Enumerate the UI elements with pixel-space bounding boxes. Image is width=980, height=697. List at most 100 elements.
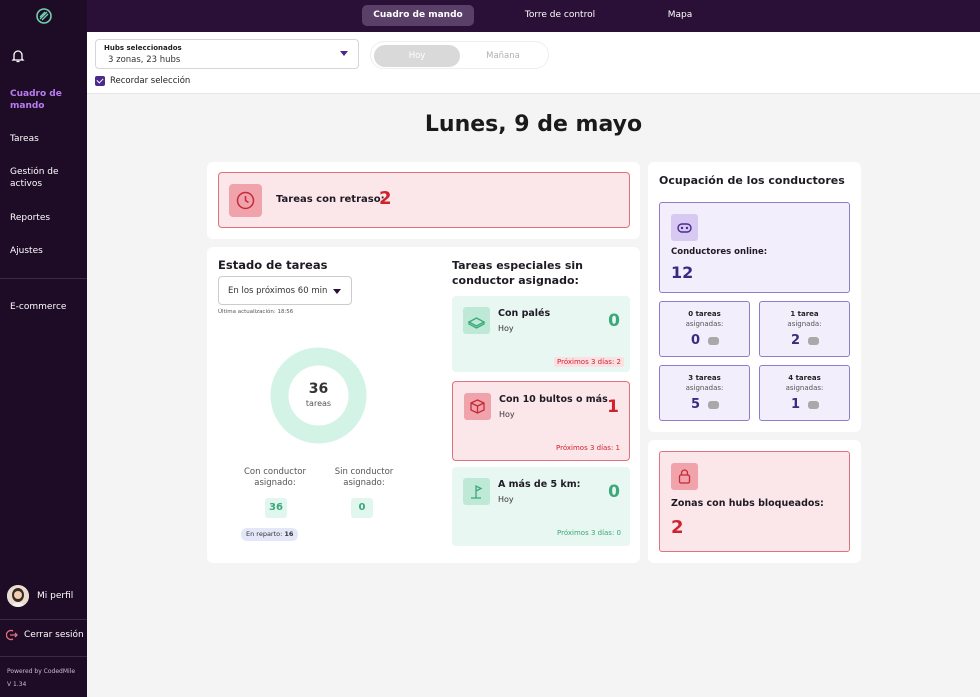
special-task-name: Con palés xyxy=(498,308,551,319)
breakdown-title: 0 tareas xyxy=(688,310,721,318)
breakdown-title: 3 tareas xyxy=(688,374,721,382)
tasks-donut xyxy=(270,347,367,444)
day-toggle: Hoy Mañana xyxy=(370,41,549,69)
sidebar-item-tasks[interactable]: Tareas xyxy=(10,134,39,144)
delayed-tasks-alert[interactable]: Tareas con retraso: 2 xyxy=(218,172,630,228)
time-range-select[interactable]: En los próximos 60 min xyxy=(218,276,352,305)
hubs-select-label: Hubs seleccionados xyxy=(104,44,182,52)
drivers-breakdown-1[interactable]: 1 tarea asignada: 2 xyxy=(759,301,850,357)
route-icon xyxy=(463,478,490,505)
special-task-value: 0 xyxy=(608,311,620,331)
drivers-title: Ocupación de los conductores xyxy=(659,174,845,187)
without-driver-label: Sin conductor asignado: xyxy=(334,467,394,488)
special-tasks-title: Tareas especiales sin conductor asignado… xyxy=(452,259,584,287)
drivers-breakdown-3[interactable]: 4 tareas asignadas: 1 xyxy=(759,365,850,421)
tab-dashboard[interactable]: Cuadro de mando xyxy=(362,5,474,26)
special-task-value: 0 xyxy=(608,482,620,502)
remember-selection[interactable]: Recordar selección xyxy=(95,76,190,86)
breakdown-title: 1 tarea xyxy=(790,310,819,318)
driver-icon xyxy=(708,401,719,409)
donut-label: tareas xyxy=(305,399,332,408)
sidebar-divider xyxy=(0,619,87,620)
drivers-online-label: Conductores online: xyxy=(671,247,768,257)
blocked-hubs-value: 2 xyxy=(671,517,684,538)
delayed-value: 2 xyxy=(379,188,392,209)
special-task-distance[interactable]: A más de 5 km: Hoy 0 Próximos 3 días: 0 xyxy=(452,467,630,546)
bell-icon[interactable] xyxy=(10,48,26,64)
special-task-packages[interactable]: Con 10 bultos o más Hoy 1 Próximos 3 día… xyxy=(452,381,630,461)
logout-label: Cerrar sesión xyxy=(24,630,84,640)
app-version: V 1.34 xyxy=(7,681,27,688)
tab-control-tower[interactable]: Torre de control xyxy=(524,10,596,20)
powered-by: Powered by CodedMile xyxy=(7,668,76,675)
special-task-day: Hoy xyxy=(498,495,514,504)
hubs-select[interactable]: Hubs seleccionados 3 zonas, 23 hubs xyxy=(95,39,359,69)
breakdown-title: 4 tareas xyxy=(788,374,821,382)
special-task-name: Con 10 bultos o más xyxy=(499,394,608,405)
drivers-breakdown-2[interactable]: 3 tareas asignadas: 5 xyxy=(659,365,750,421)
hubs-select-value: 3 zonas, 23 hubs xyxy=(108,55,181,65)
sidebar: Cuadro de mando Tareas Gestión de activo… xyxy=(0,0,87,697)
filter-bar: Hubs seleccionados 3 zonas, 23 hubs Hoy … xyxy=(87,32,980,94)
special-task-pallets[interactable]: Con palés Hoy 0 Próximos 3 días: 2 xyxy=(452,296,630,372)
driver-icon xyxy=(708,337,719,345)
sidebar-item-dashboard[interactable]: Cuadro de mando xyxy=(10,89,62,111)
drivers-breakdown-0[interactable]: 0 tareas asignadas: 0 xyxy=(659,301,750,357)
pallet-icon xyxy=(463,307,490,334)
logout-button[interactable]: Cerrar sesión xyxy=(6,629,84,641)
tab-map[interactable]: Mapa xyxy=(667,10,693,20)
drivers-online-value: 12 xyxy=(671,263,694,282)
lock-icon xyxy=(671,463,698,490)
donut-total: 36 xyxy=(308,381,329,397)
breakdown-subtitle: asignada: xyxy=(787,320,822,328)
special-task-day: Hoy xyxy=(499,410,515,419)
avatar xyxy=(7,585,29,607)
page-title: Lunes, 9 de mayo xyxy=(424,112,643,137)
special-task-day: Hoy xyxy=(498,324,514,333)
breakdown-subtitle: asignadas: xyxy=(785,384,824,392)
sidebar-item-reports[interactable]: Reportes xyxy=(10,213,51,223)
logout-icon xyxy=(6,629,18,641)
driver-icon xyxy=(808,337,819,345)
special-task-value: 1 xyxy=(607,397,619,417)
steering-wheel-icon xyxy=(671,214,698,241)
breakdown-value: 0 xyxy=(691,333,701,348)
blocked-hubs-alert[interactable]: Zonas con hubs bloqueados: 2 xyxy=(659,451,850,552)
special-task-next: Próximos 3 días: 0 xyxy=(557,529,621,537)
profile-link[interactable]: Mi perfil xyxy=(7,585,73,607)
with-driver-value: 36 xyxy=(265,498,287,518)
remember-checkbox[interactable] xyxy=(95,76,105,86)
in-delivery-label: En reparto: xyxy=(246,530,283,538)
logo-icon[interactable] xyxy=(34,6,54,26)
day-option-tomorrow[interactable]: Mañana xyxy=(486,51,520,61)
box-icon xyxy=(464,393,491,420)
breakdown-subtitle: asignadas: xyxy=(685,384,724,392)
caret-down-icon xyxy=(340,51,348,56)
day-option-today[interactable]: Hoy xyxy=(374,45,460,67)
top-nav: Cuadro de mando Torre de control Mapa xyxy=(87,0,980,32)
breakdown-value: 1 xyxy=(791,397,801,412)
sidebar-item-assets[interactable]: Gestión de activos xyxy=(10,167,59,189)
breakdown-value: 2 xyxy=(791,333,801,348)
with-driver-label: Con conductor asignado: xyxy=(244,467,306,488)
without-driver-value: 0 xyxy=(351,498,373,518)
special-task-name: A más de 5 km: xyxy=(498,479,581,490)
caret-down-icon xyxy=(333,289,341,294)
time-range-value: En los próximos 60 min xyxy=(228,286,328,296)
sidebar-divider xyxy=(0,656,87,657)
special-task-next: Próximos 3 días: 2 xyxy=(554,357,624,367)
breakdown-value: 5 xyxy=(691,397,701,412)
in-delivery-value: 16 xyxy=(284,530,294,538)
last-update: Última actualización: 18:56 xyxy=(218,309,294,315)
sidebar-item-settings[interactable]: Ajustes xyxy=(10,246,43,256)
in-delivery-badge: En reparto: 16 xyxy=(241,528,299,541)
sidebar-divider xyxy=(0,278,87,279)
sidebar-item-ecommerce[interactable]: E-commerce xyxy=(10,302,67,312)
clock-icon xyxy=(229,184,262,217)
remember-label: Recordar selección xyxy=(110,76,191,86)
blocked-hubs-label: Zonas con hubs bloqueados: xyxy=(671,498,824,509)
delayed-label: Tareas con retraso: xyxy=(276,194,385,205)
breakdown-subtitle: asignadas: xyxy=(685,320,724,328)
special-task-next: Próximos 3 días: 1 xyxy=(556,444,620,452)
drivers-online[interactable]: Conductores online: 12 xyxy=(659,202,850,293)
